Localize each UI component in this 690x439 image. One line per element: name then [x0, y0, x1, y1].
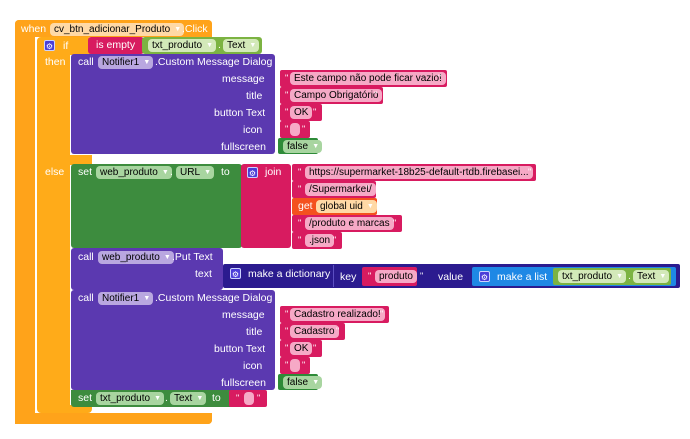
condition-property-dropdown[interactable]: Text ▼: [223, 39, 260, 52]
else-dialog-block[interactable]: [71, 290, 275, 390]
list-component-dropdown[interactable]: txt_produto ▼: [558, 270, 627, 283]
then-fullscreen-dropdown[interactable]: false ▼: [283, 140, 323, 153]
if-label: if: [63, 40, 69, 52]
then-button-value[interactable]: OK: [290, 106, 313, 119]
global-uid-dropdown[interactable]: global uid ▼: [316, 200, 377, 213]
then-dialog-block[interactable]: [71, 54, 275, 154]
join-block[interactable]: [241, 164, 291, 248]
else-fullscreen-dropdown[interactable]: false ▼: [283, 376, 323, 389]
gear-icon[interactable]: ⚙: [44, 40, 55, 51]
then-icon-value[interactable]: [290, 123, 300, 136]
then-notifier-dropdown[interactable]: Notifier1 ▼: [98, 56, 154, 69]
put-text-component-dropdown[interactable]: web_produto ▼: [98, 251, 174, 264]
then-message-value[interactable]: Este campo não pode ficar vazio!: [290, 72, 446, 85]
else-label: else: [45, 166, 65, 178]
is-empty-block[interactable]: [88, 37, 144, 54]
list-property-dropdown[interactable]: Text ▼: [633, 270, 670, 283]
condition-component-dropdown[interactable]: txt_produto ▼: [148, 39, 217, 52]
then-label: then: [45, 56, 66, 68]
set-url-component-dropdown[interactable]: web_produto ▼: [96, 166, 172, 179]
else-notifier-dropdown[interactable]: Notifier1 ▼: [98, 292, 154, 305]
join-gear-icon[interactable]: ⚙: [247, 167, 258, 178]
set-url-property-dropdown[interactable]: URL ▼: [176, 166, 215, 179]
is-empty-label: is empty: [96, 39, 136, 51]
event-component-dropdown[interactable]: cv_btn_adicionar_Produto ▼: [50, 23, 185, 36]
when-label: when: [21, 23, 47, 35]
set-text-property-dropdown[interactable]: Text ▼: [170, 392, 207, 405]
then-title-value[interactable]: Campo Obrigatório: [290, 89, 383, 102]
list-gear-icon[interactable]: ⚙: [479, 271, 490, 282]
set-text-component-dropdown[interactable]: txt_produto ▼: [96, 392, 165, 405]
dict-gear-icon[interactable]: ⚙: [230, 268, 241, 279]
event-name-label: .Click: [182, 23, 208, 35]
